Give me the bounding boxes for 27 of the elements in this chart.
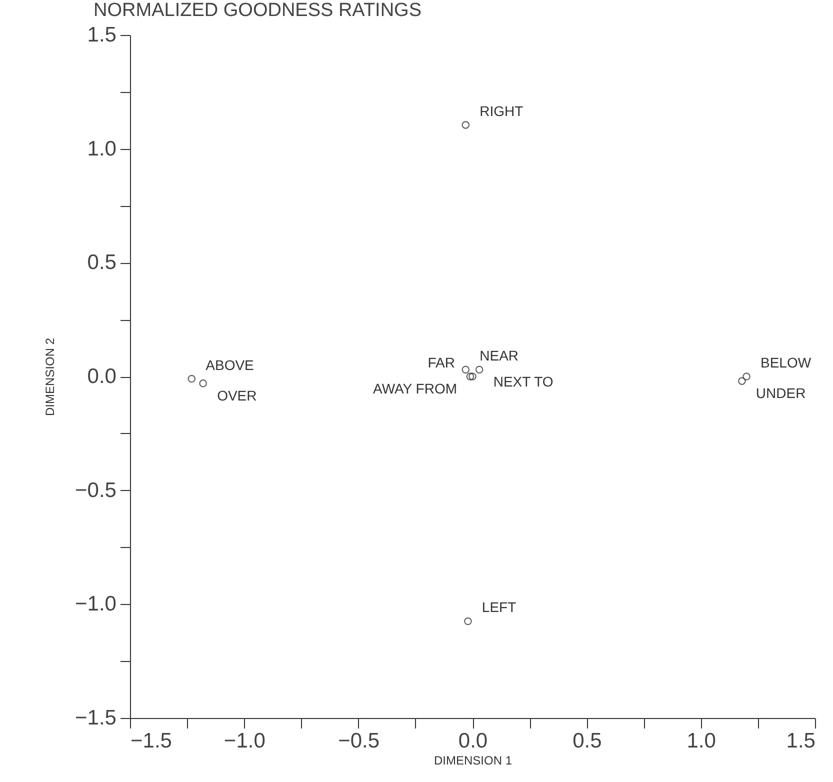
y-tick-label: −0.5 xyxy=(75,478,116,502)
x-tick-label: −1.5 xyxy=(130,730,172,752)
annotation: NEXT TO xyxy=(493,374,554,390)
x-tick-label: 1.5 xyxy=(786,730,816,752)
annotation: AWAY FROM xyxy=(373,380,457,396)
y-tick-label: −1.0 xyxy=(75,592,116,616)
annotation: RIGHT xyxy=(480,102,524,119)
annotation: FAR xyxy=(428,354,455,370)
y-tick-label: 0.5 xyxy=(87,251,116,274)
y-tick-label: 0.0 xyxy=(87,365,116,388)
x-tick-label: −1.0 xyxy=(224,730,266,752)
x-tick-label: 1.0 xyxy=(686,730,716,752)
x-tick-label: 0.5 xyxy=(572,730,602,752)
y-tick-label: 1.5 xyxy=(87,24,116,46)
annotation: BELOW xyxy=(760,354,812,370)
x-axis-title: DIMENSION 1 xyxy=(434,754,512,768)
annotation: OVER xyxy=(217,387,257,404)
annotation: LEFT xyxy=(482,599,517,616)
annotation: ABOVE xyxy=(206,356,254,373)
x-tick-label: 0.0 xyxy=(458,730,488,752)
annotation: UNDER xyxy=(756,385,806,402)
chart-title: NORMALIZED GOODNESS RATINGS xyxy=(94,0,422,21)
y-axis-title: DIMENSION 2 xyxy=(43,338,58,416)
annotation: NEAR xyxy=(480,348,519,364)
x-tick-label: −0.5 xyxy=(338,730,380,752)
y-tick-label: −1.5 xyxy=(75,706,116,730)
y-tick-label: 1.0 xyxy=(87,137,116,160)
